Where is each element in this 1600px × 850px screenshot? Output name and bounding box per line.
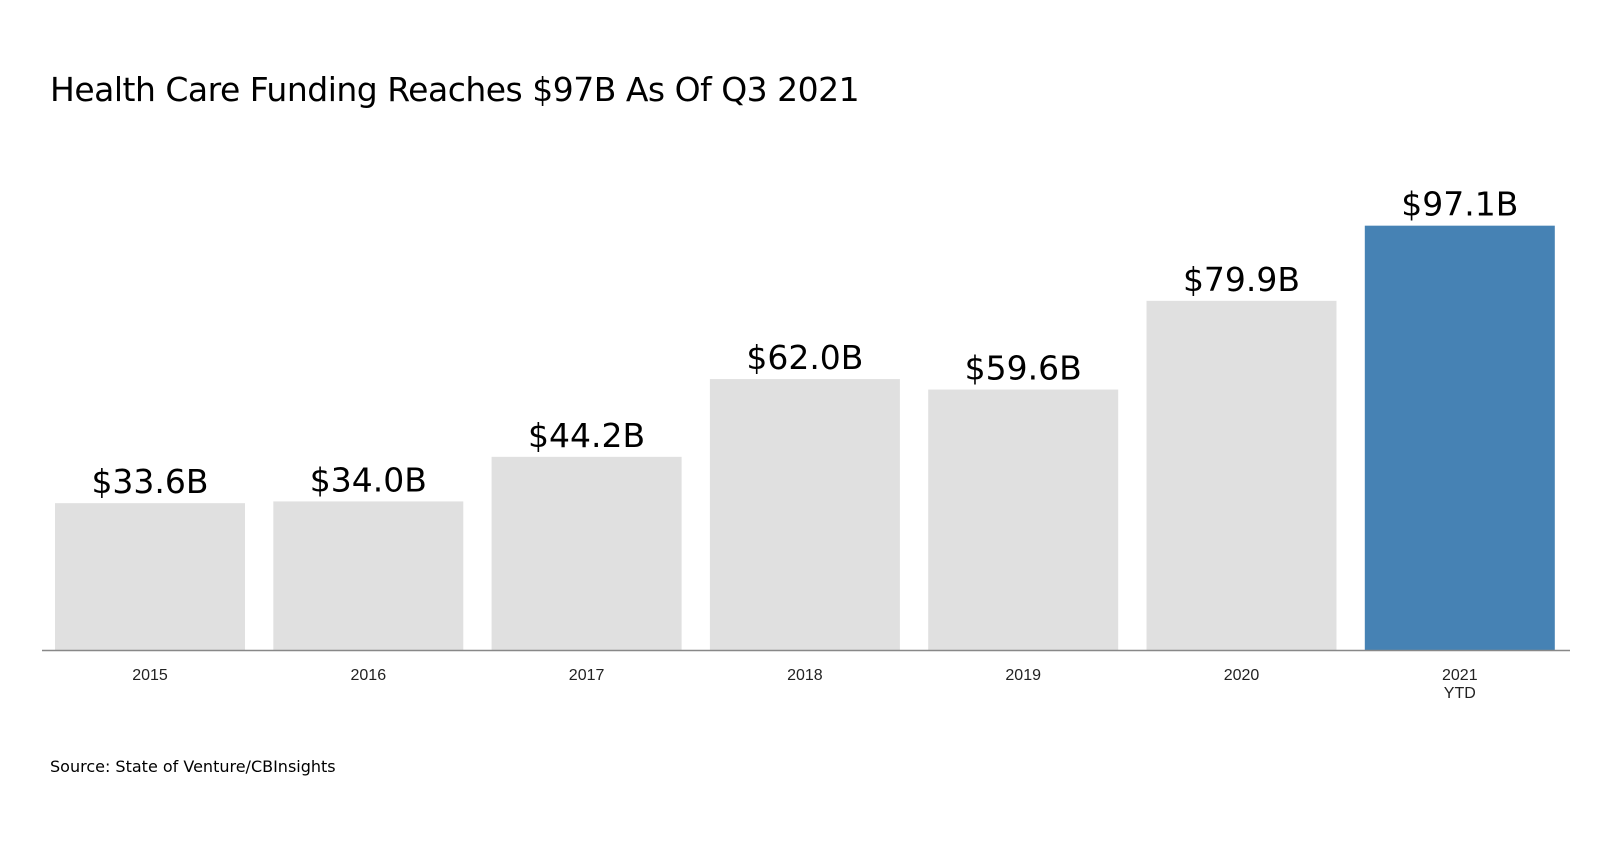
value-label: $97.1B [1401, 185, 1518, 224]
value-label: $34.0B [310, 460, 427, 499]
x-tick-label: 2015 [132, 667, 168, 684]
value-label: $59.6B [965, 349, 1082, 388]
bar-2016 [273, 501, 464, 650]
x-tick-label: 2017 [569, 667, 605, 684]
value-label: $33.6B [91, 462, 208, 501]
bar-2015 [55, 503, 245, 650]
value-labels-group: $33.6B $34.0B $44.2B $62.0B $59.6B $79.9B $97.… [91, 185, 1518, 501]
x-tick-label: 2020 [1224, 667, 1260, 684]
source-note: Source: State of Venture/CBInsights [50, 757, 336, 776]
x-tick-label: 2016 [351, 667, 387, 684]
value-label: $79.9B [1183, 260, 1300, 299]
bar-2021-ytd [1364, 225, 1555, 650]
x-tick-label: 2021 [1442, 667, 1478, 684]
bar-2019 [928, 389, 1119, 650]
x-tick-label: 2019 [1005, 667, 1041, 684]
x-tick-label: YTD [1444, 685, 1476, 702]
bar-2020 [1146, 300, 1337, 650]
bars-group [55, 225, 1555, 650]
x-tick-label: 2018 [787, 667, 823, 684]
bar-2018 [709, 379, 900, 650]
value-label: $44.2B [528, 416, 645, 455]
bar-2017 [491, 456, 682, 650]
chart-title: Health Care Funding Reaches $97B As Of Q… [50, 70, 860, 109]
value-label: $62.0B [746, 338, 863, 377]
